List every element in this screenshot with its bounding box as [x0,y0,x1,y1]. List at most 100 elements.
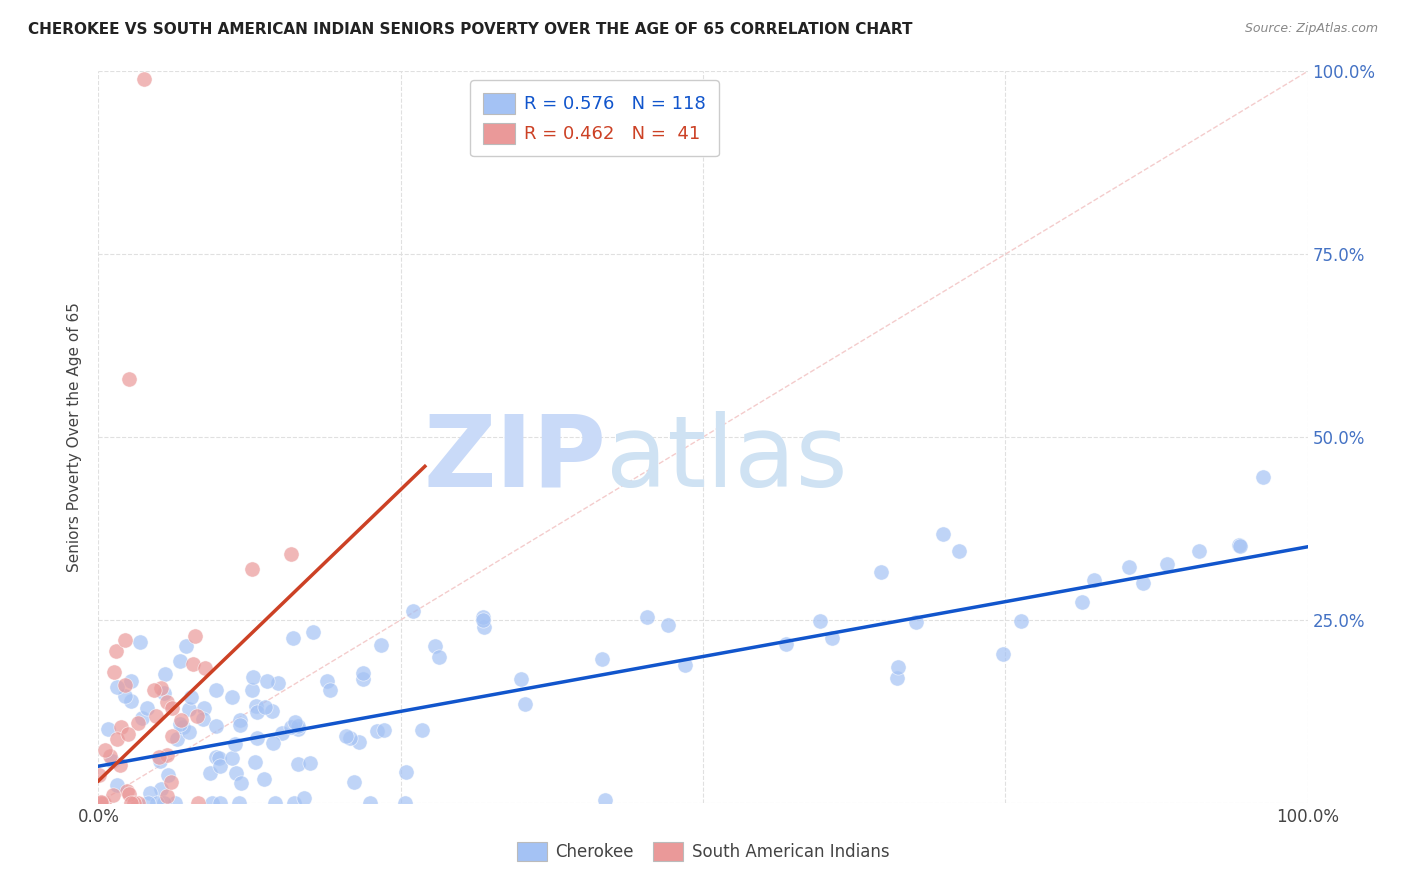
Point [163,796,186,810]
Point [370,639,392,653]
Point [127,716,149,731]
Point [208,796,231,810]
Point [118,371,141,385]
Point [271,726,294,740]
Point [266,676,288,690]
Point [159,775,181,789]
Point [280,547,302,561]
Point [263,796,285,810]
Point [283,796,305,810]
Point [127,796,149,810]
Point [177,701,200,715]
Point [228,796,250,810]
Point [98,748,121,763]
Point [352,672,374,686]
Point [808,614,831,628]
Point [105,731,128,746]
Point [423,639,446,653]
Text: CHEROKEE VS SOUTH AMERICAN INDIAN SENIORS POVERTY OVER THE AGE OF 65 CORRELATION: CHEROKEE VS SOUTH AMERICAN INDIAN SENIOR… [28,22,912,37]
Point [316,673,339,688]
Point [411,723,433,737]
Point [207,751,229,765]
Point [184,629,207,643]
Point [193,700,215,714]
Point [131,711,153,725]
Point [120,796,142,810]
Point [870,565,893,579]
Point [240,562,263,576]
Point [100,754,122,768]
Text: Source: ZipAtlas.com: Source: ZipAtlas.com [1244,22,1378,36]
Point [122,796,145,810]
Point [205,750,228,764]
Point [142,683,165,698]
Point [1132,576,1154,591]
Point [591,652,613,666]
Point [145,796,167,810]
Text: ZIP: ZIP [423,410,606,508]
Point [105,681,128,695]
Point [287,723,309,737]
Point [636,609,658,624]
Point [160,729,183,743]
Point [510,672,533,686]
Point [93,796,115,810]
Point [253,772,276,787]
Point [1229,539,1251,553]
Point [821,631,844,645]
Point [229,718,252,732]
Point [110,720,132,734]
Point [172,720,194,734]
Point [287,757,309,772]
Point [153,796,176,810]
Point [242,670,264,684]
Point [245,699,267,714]
Point [402,604,425,618]
Point [471,610,494,624]
Point [201,796,224,810]
Point [1188,543,1211,558]
Point [105,778,128,792]
Point [240,682,263,697]
Point [471,613,494,627]
Point [139,786,162,800]
Point [339,731,361,745]
Point [228,713,250,727]
Point [904,615,927,629]
Point [886,671,908,685]
Point [145,709,167,723]
Point [101,789,124,803]
Point [243,756,266,770]
Point [394,764,416,779]
Point [120,673,142,688]
Point [136,796,159,810]
Point [115,784,138,798]
Point [1227,538,1250,552]
Point [148,749,170,764]
Point [948,544,970,558]
Point [149,754,172,768]
Point [284,714,307,729]
Point [260,704,283,718]
Point [117,788,139,802]
Point [114,678,136,692]
Point [191,712,214,726]
Point [90,796,112,810]
Point [221,750,243,764]
Point [93,743,115,757]
Point [180,690,202,704]
Point [136,700,159,714]
Point [162,701,184,715]
Point [887,660,910,674]
Point [205,683,228,698]
Point [472,619,495,633]
Point [134,71,156,86]
Y-axis label: Seniors Poverty Over the Age of 65: Seniors Poverty Over the Age of 65 [67,302,83,572]
Point [262,736,284,750]
Point [515,698,537,712]
Point [1083,573,1105,587]
Point [117,727,139,741]
Point [280,720,302,734]
Point [1251,470,1274,484]
Point [186,709,208,723]
